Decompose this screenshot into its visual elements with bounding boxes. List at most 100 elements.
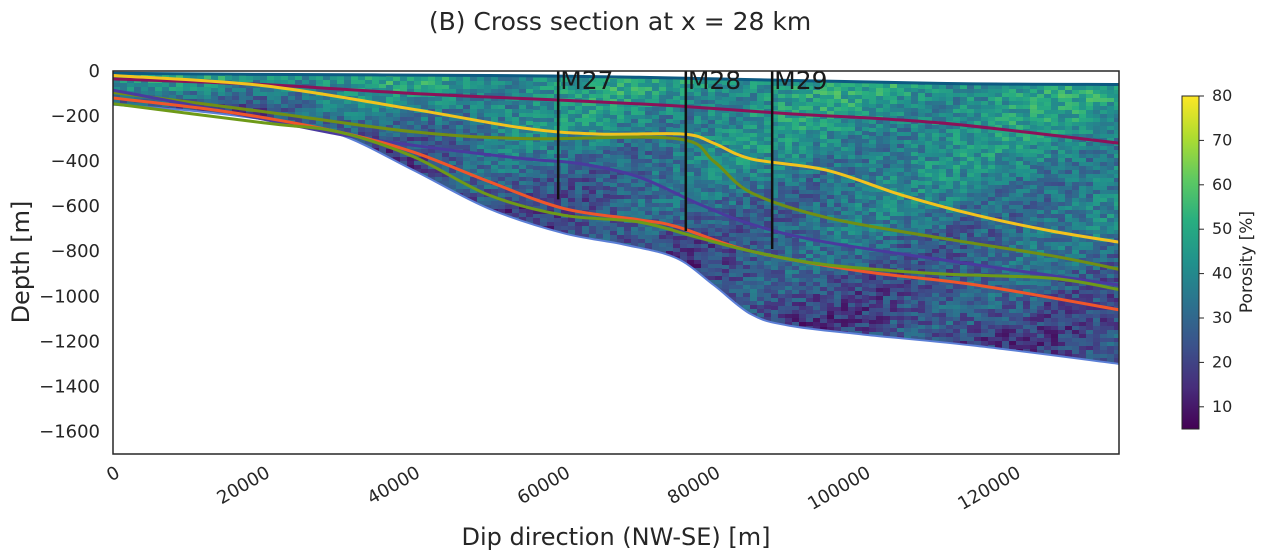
heatmap-cell <box>631 99 638 103</box>
heatmap-cell <box>253 88 260 92</box>
heatmap-cell <box>631 147 638 151</box>
heatmap-cell <box>939 145 946 149</box>
heatmap-cell <box>813 294 820 298</box>
heatmap-cell <box>764 157 771 161</box>
heatmap-cell <box>463 89 470 93</box>
heatmap-cell <box>400 81 407 85</box>
heatmap-cell <box>834 291 841 295</box>
heatmap-cell <box>897 92 904 96</box>
heatmap-cell <box>652 239 659 243</box>
heatmap-cell <box>540 190 547 194</box>
heatmap-cell <box>988 249 995 253</box>
heatmap-cell <box>722 261 729 265</box>
heatmap-cell <box>701 80 708 84</box>
heatmap-cell <box>785 118 792 122</box>
heatmap-cell <box>449 109 456 113</box>
heatmap-cell <box>750 101 757 105</box>
heatmap-cell <box>967 253 974 257</box>
heatmap-cell <box>820 243 827 247</box>
heatmap-cell <box>988 277 995 281</box>
heatmap-cell <box>498 85 505 89</box>
heatmap-cell <box>337 112 344 116</box>
heatmap-cell <box>491 177 498 181</box>
heatmap-cell <box>442 109 449 113</box>
heatmap-cell <box>827 231 834 235</box>
heatmap-cell <box>379 116 386 120</box>
heatmap-cell <box>729 265 736 269</box>
heatmap-cell <box>715 212 722 216</box>
heatmap-cell <box>988 165 995 169</box>
heatmap-cell <box>197 75 204 79</box>
heatmap-cell <box>820 275 827 279</box>
heatmap-cell <box>834 207 841 211</box>
heatmap-cell <box>750 253 757 257</box>
heatmap-cell <box>939 185 946 189</box>
heatmap-cell <box>358 132 365 136</box>
heatmap-cell <box>575 170 582 174</box>
heatmap-cell <box>610 223 617 227</box>
heatmap-cell <box>470 137 477 141</box>
heatmap-cell <box>855 151 862 155</box>
heatmap-cell <box>736 229 743 233</box>
heatmap-cell <box>575 102 582 106</box>
heatmap-cell <box>414 101 421 105</box>
heatmap-cell <box>757 169 764 173</box>
heatmap-cell <box>561 170 568 174</box>
heatmap-cell <box>995 113 1002 117</box>
heatmap-cell <box>834 323 841 327</box>
heatmap-cell <box>883 176 890 180</box>
heatmap-cell <box>309 132 316 136</box>
heatmap-cell <box>729 269 736 273</box>
heatmap-cell <box>638 155 645 159</box>
heatmap-cell <box>785 306 792 310</box>
heatmap-cell <box>792 294 799 298</box>
heatmap-cell <box>575 174 582 178</box>
heatmap-cell <box>960 161 967 165</box>
heatmap-cell <box>708 88 715 92</box>
heatmap-cell <box>687 188 694 192</box>
heatmap-cell <box>911 260 918 264</box>
heatmap-cell <box>813 314 820 318</box>
heatmap-cell <box>407 137 414 141</box>
heatmap-cell <box>995 233 1002 237</box>
heatmap-cell <box>771 198 778 202</box>
heatmap-cell <box>638 195 645 199</box>
heatmap-cell <box>708 104 715 108</box>
heatmap-cell <box>953 189 960 193</box>
heatmap-cell <box>673 92 680 96</box>
heatmap-cell <box>925 217 932 221</box>
heatmap-cell <box>645 123 652 127</box>
heatmap-cell <box>694 264 701 268</box>
heatmap-cell <box>848 135 855 139</box>
heatmap-cell <box>799 306 806 310</box>
heatmap-cell <box>617 159 624 163</box>
heatmap-cell <box>883 156 890 160</box>
heatmap-cell <box>918 221 925 225</box>
heatmap-cell <box>575 126 582 130</box>
heatmap-cell <box>519 169 526 173</box>
heatmap-cell <box>736 85 743 89</box>
heatmap-cell <box>764 177 771 181</box>
heatmap-cell <box>589 182 596 186</box>
heatmap-cell <box>638 215 645 219</box>
heatmap-cell <box>806 126 813 130</box>
heatmap-cell <box>568 230 575 234</box>
heatmap-cell <box>491 185 498 189</box>
heatmap-cell <box>729 93 736 97</box>
heatmap-cell <box>631 107 638 111</box>
heatmap-cell <box>988 113 995 117</box>
heatmap-cell <box>687 88 694 92</box>
heatmap-cell <box>687 272 694 276</box>
heatmap-cell <box>603 194 610 198</box>
heatmap-cell <box>932 141 939 145</box>
heatmap-cell <box>533 106 540 110</box>
heatmap-cell <box>897 208 904 212</box>
heatmap-cell <box>988 93 995 97</box>
heatmap-cell <box>904 292 911 296</box>
heatmap-cell <box>519 93 526 97</box>
heatmap-cell <box>701 116 708 120</box>
heatmap-cell <box>421 133 428 137</box>
heatmap-cell <box>974 205 981 209</box>
heatmap-cell <box>785 230 792 234</box>
